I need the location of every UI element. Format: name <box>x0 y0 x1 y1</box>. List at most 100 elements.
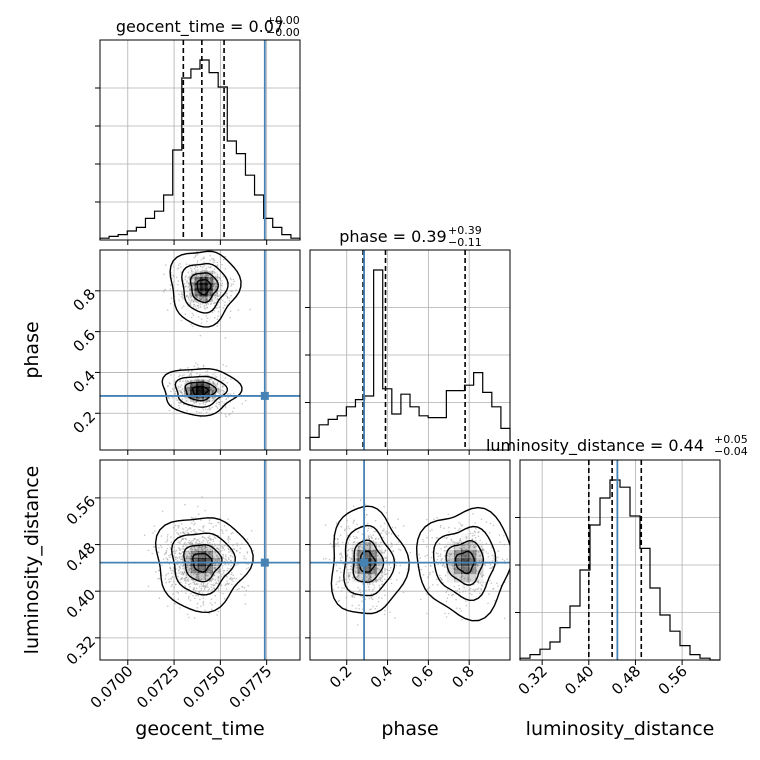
sample-point <box>178 568 180 571</box>
sample-point <box>347 542 350 544</box>
sample-point <box>192 301 195 303</box>
sample-point <box>230 378 232 380</box>
sample-point <box>455 607 458 609</box>
sample-point <box>192 325 194 328</box>
sample-point <box>354 571 357 573</box>
sample-point <box>225 365 228 368</box>
sample-point <box>177 598 179 600</box>
sample-point <box>497 556 499 559</box>
sample-point <box>192 594 194 597</box>
sample-point <box>187 597 190 600</box>
density-cell <box>374 574 383 583</box>
sample-point <box>213 282 215 285</box>
sample-point <box>453 585 456 588</box>
sample-point <box>367 522 369 525</box>
density-cell <box>197 572 206 581</box>
scatter-panel-geocent-time-vs-phase: 0.2 0.4 0.6 0.8 <box>69 249 301 455</box>
sample-point <box>194 583 197 586</box>
sample-point <box>216 385 218 388</box>
sample-point <box>194 541 197 544</box>
sample-point <box>497 550 500 552</box>
sample-point <box>338 578 341 580</box>
sample-point <box>217 276 219 278</box>
sample-point <box>176 268 179 270</box>
sample-point <box>450 538 453 541</box>
sample-point <box>420 568 423 571</box>
sample-point <box>205 411 208 414</box>
sample-point <box>180 271 182 273</box>
sample-point <box>383 571 386 574</box>
histogram-step <box>519 479 720 661</box>
x-tick-label: 0.6 <box>408 662 438 692</box>
sample-point <box>370 527 373 529</box>
sample-point <box>376 554 379 557</box>
sample-point <box>467 580 469 583</box>
sample-point <box>469 592 471 595</box>
sample-point <box>241 586 244 588</box>
panel-title-phase-plus: +0.39 <box>448 224 482 237</box>
sample-point <box>480 518 483 520</box>
density-cell <box>201 379 210 388</box>
sample-point <box>512 591 514 593</box>
sample-point <box>184 553 187 555</box>
sample-point <box>232 580 234 582</box>
sample-point <box>190 316 193 319</box>
sample-point <box>209 389 212 391</box>
sample-point <box>386 533 389 536</box>
sample-point <box>170 541 173 544</box>
sample-point <box>209 254 211 257</box>
sample-point <box>385 533 388 535</box>
truth-marker <box>260 391 269 400</box>
sample-point <box>356 575 358 578</box>
sample-point <box>185 380 187 382</box>
sample-point <box>473 530 476 533</box>
sample-point <box>493 599 496 602</box>
sample-point <box>187 297 190 299</box>
sample-point <box>201 592 204 595</box>
sample-point <box>372 534 375 536</box>
sample-point <box>218 570 220 573</box>
sample-point <box>398 541 400 543</box>
sample-point <box>202 402 205 405</box>
sample-point <box>435 578 438 581</box>
sample-point <box>188 276 190 278</box>
sample-point <box>463 577 466 580</box>
sample-point <box>176 563 179 566</box>
sample-point <box>457 542 459 545</box>
sample-point <box>503 535 505 537</box>
sample-point <box>477 580 480 582</box>
density-cell <box>196 379 204 388</box>
sample-point <box>435 552 438 554</box>
density-cell <box>210 271 219 280</box>
density-cell <box>374 566 383 575</box>
sample-point <box>185 557 188 560</box>
sample-point <box>171 576 174 578</box>
sample-point <box>216 273 219 276</box>
sample-point <box>368 577 371 579</box>
sample-point <box>216 295 219 298</box>
sample-point <box>202 296 205 298</box>
sample-point <box>191 273 193 275</box>
density-cell <box>210 282 219 291</box>
sample-point <box>193 583 196 585</box>
sample-point <box>199 334 202 337</box>
sample-point <box>173 265 175 268</box>
sample-point <box>201 545 204 548</box>
sample-point <box>213 546 215 548</box>
sample-point <box>443 565 446 567</box>
sample-point <box>204 384 206 387</box>
sample-point <box>208 407 210 410</box>
density-cell <box>201 393 210 402</box>
sample-point <box>212 382 214 384</box>
sample-point <box>231 556 234 558</box>
sample-point <box>182 573 184 575</box>
sample-point <box>182 545 184 547</box>
sample-point <box>169 284 172 286</box>
sample-point <box>367 578 370 580</box>
sample-point <box>169 288 172 290</box>
sample-point <box>174 550 176 552</box>
sample-point <box>168 397 170 400</box>
sample-point <box>229 277 232 280</box>
sample-point <box>506 558 509 561</box>
